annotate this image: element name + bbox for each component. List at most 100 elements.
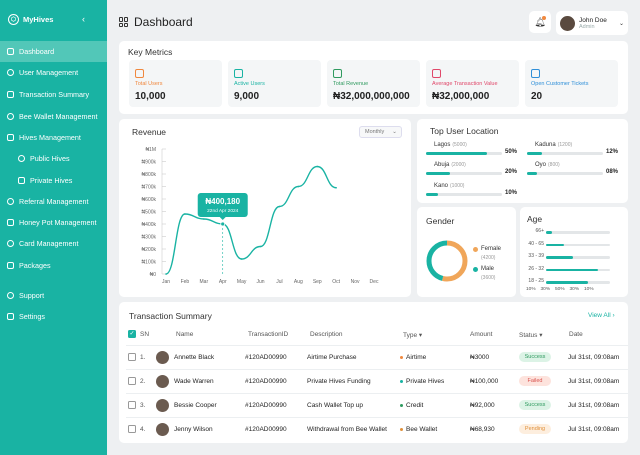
metric-value: ₦32,000,000,000 xyxy=(333,91,410,102)
y-tick-label: ₦500k xyxy=(142,210,157,216)
data-point xyxy=(297,185,300,188)
cell-transaction-id: #120AD00990 xyxy=(245,354,287,361)
card-icon xyxy=(7,240,14,247)
avatar xyxy=(156,375,169,388)
location-bar-fill xyxy=(527,172,537,175)
package-icon xyxy=(7,262,14,269)
location-percent: 08% xyxy=(606,169,619,175)
sidebar-item-dashboard[interactable]: Dashboard xyxy=(0,41,107,62)
legend-female: Female xyxy=(473,246,501,252)
metric-card: Active Users 9,000 xyxy=(228,60,321,107)
metric-icon xyxy=(531,69,540,78)
sidebar-item-label: Honey Pot Management xyxy=(19,218,97,227)
sidebar-item-bee-wallet-management[interactable]: Bee Wallet Management xyxy=(0,106,107,127)
cell-description: Withdrawal from Bee Wallet xyxy=(307,426,387,433)
legend-male-swatch xyxy=(473,266,478,272)
sidebar-item-settings[interactable]: Settings xyxy=(0,306,107,327)
cell-description: Cash Wallet Top up xyxy=(307,402,364,409)
col-header-status-label: Status xyxy=(519,332,538,339)
hover-point[interactable] xyxy=(220,221,226,227)
x-tick-label: Feb xyxy=(181,279,190,285)
users-icon xyxy=(18,155,25,162)
location-bar-fill xyxy=(426,172,451,175)
metric-icon xyxy=(432,69,441,78)
key-metrics-title: Key Metrics xyxy=(128,47,173,57)
col-header-amount: Amount xyxy=(470,331,493,338)
location-city: Oyo xyxy=(535,162,547,168)
sidebar-item-label: Dashboard xyxy=(19,47,55,56)
col-header-sn: SN xyxy=(140,331,150,338)
sidebar-item-card-management[interactable]: Card Management xyxy=(0,233,107,254)
metric-value: 10,000 xyxy=(135,91,166,102)
sidebar-item-label: Referral Management xyxy=(19,197,89,206)
sidebar-item-honey-pot-management[interactable]: Honey Pot Management xyxy=(0,212,107,233)
revenue-title: Revenue xyxy=(132,127,167,137)
revenue-period-dropdown[interactable]: Monthly ⌄ xyxy=(359,126,402,138)
hive-logo-icon: ⬡ xyxy=(8,14,19,25)
metric-label: Active Users xyxy=(234,81,265,87)
data-point xyxy=(335,186,337,189)
age-bar-fill xyxy=(546,231,553,234)
cell-date: Jul 31st, 09:08am xyxy=(568,378,620,385)
y-tick-label: ₦700k xyxy=(142,185,157,191)
cell-transaction-id: #120AD00990 xyxy=(245,426,287,433)
cell-name[interactable]: Wade Warren xyxy=(174,378,214,385)
select-all-checkbox[interactable]: ✓ xyxy=(128,330,136,338)
sidebar-item-label: User Management xyxy=(19,68,79,77)
col-header-status[interactable]: Status ▾ xyxy=(519,331,543,339)
transaction-summary-title: Transaction Summary xyxy=(129,311,212,321)
gender-title: Gender xyxy=(426,216,455,226)
cell-sn: 4. xyxy=(140,426,146,433)
location-percent: 12% xyxy=(606,149,619,155)
cell-name[interactable]: Bessie Cooper xyxy=(174,402,217,409)
col-header-type[interactable]: Type ▾ xyxy=(403,331,422,339)
sidebar-item-packages[interactable]: Packages xyxy=(0,255,107,276)
gear-icon xyxy=(7,313,14,320)
sidebar-item-support[interactable]: Support xyxy=(0,285,107,306)
cell-transaction-id: #120AD00990 xyxy=(245,402,287,409)
sidebar-item-public-hives[interactable]: Public Hives xyxy=(0,148,107,169)
location-row: Kaduna (1200) 12% xyxy=(527,142,620,160)
sidebar-item-user-management[interactable]: User Management xyxy=(0,62,107,83)
y-tick-label: ₦1M xyxy=(145,147,156,153)
collapse-sidebar-icon[interactable]: ‹ xyxy=(82,14,85,24)
location-name: Kano (1000) xyxy=(434,183,464,189)
sidebar-item-referral-management[interactable]: Referral Management xyxy=(0,191,107,212)
user-menu[interactable]: John Doe Admin ⌄ xyxy=(556,11,628,35)
notifications-button[interactable]: 🔔︎ xyxy=(529,11,551,33)
cell-type-label: Airtime xyxy=(406,354,427,361)
y-tick-label: ₦100k xyxy=(142,260,157,266)
row-checkbox[interactable] xyxy=(128,425,136,433)
col-header-name: Name xyxy=(176,331,194,338)
x-tick-label: Dec xyxy=(370,279,379,285)
sidebar-item-label: Transaction Summary xyxy=(19,90,90,99)
brand[interactable]: ⬡ MyHives xyxy=(8,14,53,25)
chevron-down-icon: ⌄ xyxy=(392,129,397,135)
col-header-date: Date xyxy=(569,331,583,338)
age-bar-fill xyxy=(546,256,573,259)
col-header-type-label: Type xyxy=(403,332,418,339)
location-count: (1000) xyxy=(450,183,465,189)
row-checkbox[interactable] xyxy=(128,353,136,361)
location-name: Kaduna (1200) xyxy=(535,142,572,148)
sidebar-item-transaction-summary[interactable]: Transaction Summary xyxy=(0,84,107,105)
transaction-summary-card: Transaction Summary xyxy=(119,302,628,443)
row-checkbox[interactable] xyxy=(128,377,136,385)
support-icon xyxy=(7,292,14,299)
row-checkbox[interactable] xyxy=(128,401,136,409)
age-bar-fill xyxy=(546,281,589,284)
status-badge: Success xyxy=(519,352,551,362)
location-city: Lagos xyxy=(434,142,451,148)
caret-down-icon: ▾ xyxy=(418,332,423,339)
col-header-description: Description xyxy=(310,331,343,338)
sidebar-item-hives-management[interactable]: Hives Management xyxy=(0,127,107,148)
referral-icon xyxy=(7,198,14,205)
cell-type-label: Private Hives xyxy=(406,378,445,385)
sidebar-item-private-hives[interactable]: Private Hives xyxy=(0,170,107,191)
cell-name[interactable]: Annette Black xyxy=(174,354,215,361)
cell-transaction-id: #120AD00990 xyxy=(245,378,287,385)
view-all-link[interactable]: View All › xyxy=(588,312,615,319)
location-row: Abuja (2000) 20% xyxy=(426,162,519,180)
x-tick-label: Oct xyxy=(332,279,340,285)
cell-name[interactable]: Jenny Wilson xyxy=(174,426,213,433)
